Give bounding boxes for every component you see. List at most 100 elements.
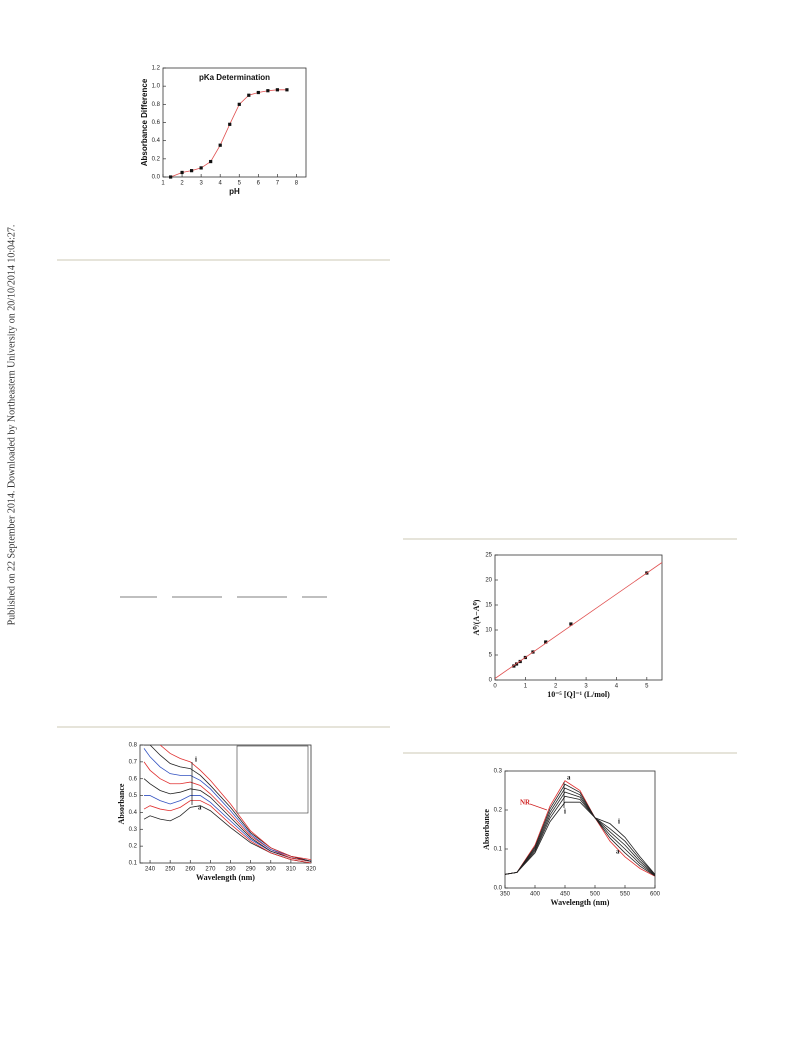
y-tick-label: 1.2 [152, 66, 161, 72]
series-line [159, 745, 311, 861]
x-tick-label: 550 [620, 892, 631, 898]
data-point [190, 169, 194, 173]
x-tick-label: 2 [180, 181, 184, 187]
annotation: i [564, 808, 566, 816]
series-line [143, 800, 311, 863]
rules [57, 259, 737, 754]
y-tick-label: 0.8 [152, 102, 161, 108]
x-tick-label: 310 [286, 867, 297, 873]
inset-frame [236, 745, 309, 814]
plot-frame [139, 744, 312, 864]
data-point [237, 102, 241, 106]
series-line [143, 778, 311, 862]
y-tick-label: 20 [485, 578, 492, 584]
y-tick-label: 0.1 [129, 861, 138, 867]
y-tick-label: 0.2 [494, 808, 503, 814]
y-axis-label: Absorbance Difference [140, 78, 149, 166]
y-tick-label: 15 [485, 603, 492, 609]
y-tick-label: 0.2 [129, 844, 138, 850]
y-tick-label: 0.1 [494, 847, 503, 853]
series-line [505, 791, 655, 876]
y-tick-label: 5 [489, 653, 493, 659]
x-tick-label: 280 [226, 867, 237, 873]
x-tick-label: 4 [615, 684, 619, 690]
x-tick-label: 450 [560, 892, 571, 898]
plot-frame [494, 554, 663, 681]
plot-frame [504, 770, 656, 889]
data-point [247, 93, 251, 97]
sidebar-text: Published on 22 September 2014. Download… [6, 225, 17, 626]
data-point [285, 88, 289, 92]
data-point [228, 122, 232, 126]
x-axis-label: Wavelength (nm) [551, 898, 610, 907]
y-axis-label: Absorbance [117, 783, 126, 824]
x-tick-label: 4 [219, 181, 223, 187]
x-tick-label: 3 [199, 181, 203, 187]
annotation: i [195, 756, 197, 764]
y-axis-label: Absorbance [482, 809, 491, 850]
x-tick-label: 250 [165, 867, 176, 873]
y-tick-label: 25 [485, 553, 492, 559]
plot-frame [162, 67, 307, 178]
x-tick-label: 260 [185, 867, 196, 873]
data-point [266, 89, 270, 93]
y-tick-label: 0 [489, 678, 493, 684]
x-tick-label: 290 [246, 867, 257, 873]
figure: 240 250 260 270 280 290 300 310 320 0.1 0.2 0.3 0.4 0… [117, 743, 317, 882]
x-tick-label: 8 [295, 181, 299, 187]
series-line [170, 89, 287, 177]
x-tick-label: 400 [530, 892, 541, 898]
figure: 350 400 450 500 550 600 0.0 0.1 0.2 0.3 Wavelength… [482, 769, 661, 907]
data-point [180, 170, 184, 175]
annotation: i [618, 818, 620, 826]
x-tick-label: 2 [554, 684, 558, 690]
data-point [569, 622, 573, 626]
series-line [505, 787, 655, 876]
y-tick-label: 0.6 [129, 776, 138, 782]
series-line [495, 562, 662, 679]
data-point [199, 166, 203, 170]
y-tick-label: 0.7 [129, 759, 138, 765]
y-tick-label: 0.8 [129, 743, 138, 749]
series-line [143, 748, 311, 862]
chart-title: pKa Determination [199, 73, 270, 82]
data-point [518, 659, 522, 664]
x-tick-label: 3 [584, 684, 588, 690]
data-point [544, 640, 548, 644]
x-tick-label: 5 [238, 181, 242, 187]
y-tick-label: 10 [485, 628, 492, 634]
figure: 1 2 3 4 5 6 7 8 0.0 0.2 0.4 0.6 0.8 1.0 1.2 pKa Determi… [140, 66, 307, 196]
x-tick-label: 300 [266, 867, 277, 873]
y-tick-label: 0.3 [494, 769, 503, 775]
x-axis-label: pH [229, 187, 240, 196]
x-tick-label: 240 [145, 867, 156, 873]
series-line [505, 783, 655, 877]
x-tick-label: 270 [205, 867, 216, 873]
y-axis-label: A⁰/(A−A⁰) [472, 599, 481, 635]
y-tick-label: 0.0 [152, 175, 161, 181]
data-point [512, 664, 516, 668]
x-tick-label: 320 [306, 867, 317, 873]
data-point [256, 90, 260, 95]
data-point [169, 175, 173, 179]
x-tick-label: 1 [524, 684, 528, 690]
x-axis-label: 10⁻⁵ [Q]⁻¹ (L/mol) [547, 690, 610, 699]
x-tick-label: 5 [645, 684, 649, 690]
data-point [275, 88, 279, 92]
arrow [529, 803, 548, 811]
annotation: a [616, 848, 620, 856]
series-line [505, 795, 655, 876]
y-tick-label: 0.3 [129, 827, 138, 833]
x-axis-label: Wavelength (nm) [196, 873, 255, 882]
y-tick-label: 0.6 [152, 120, 161, 126]
data-point [218, 143, 222, 147]
annotation: a [198, 804, 202, 812]
data-point [209, 159, 213, 164]
annotation: NR [520, 799, 531, 807]
series-line [505, 780, 655, 877]
y-tick-label: 0.4 [152, 138, 161, 144]
y-tick-label: 1.0 [152, 84, 161, 90]
x-tick-label: 350 [500, 892, 511, 898]
